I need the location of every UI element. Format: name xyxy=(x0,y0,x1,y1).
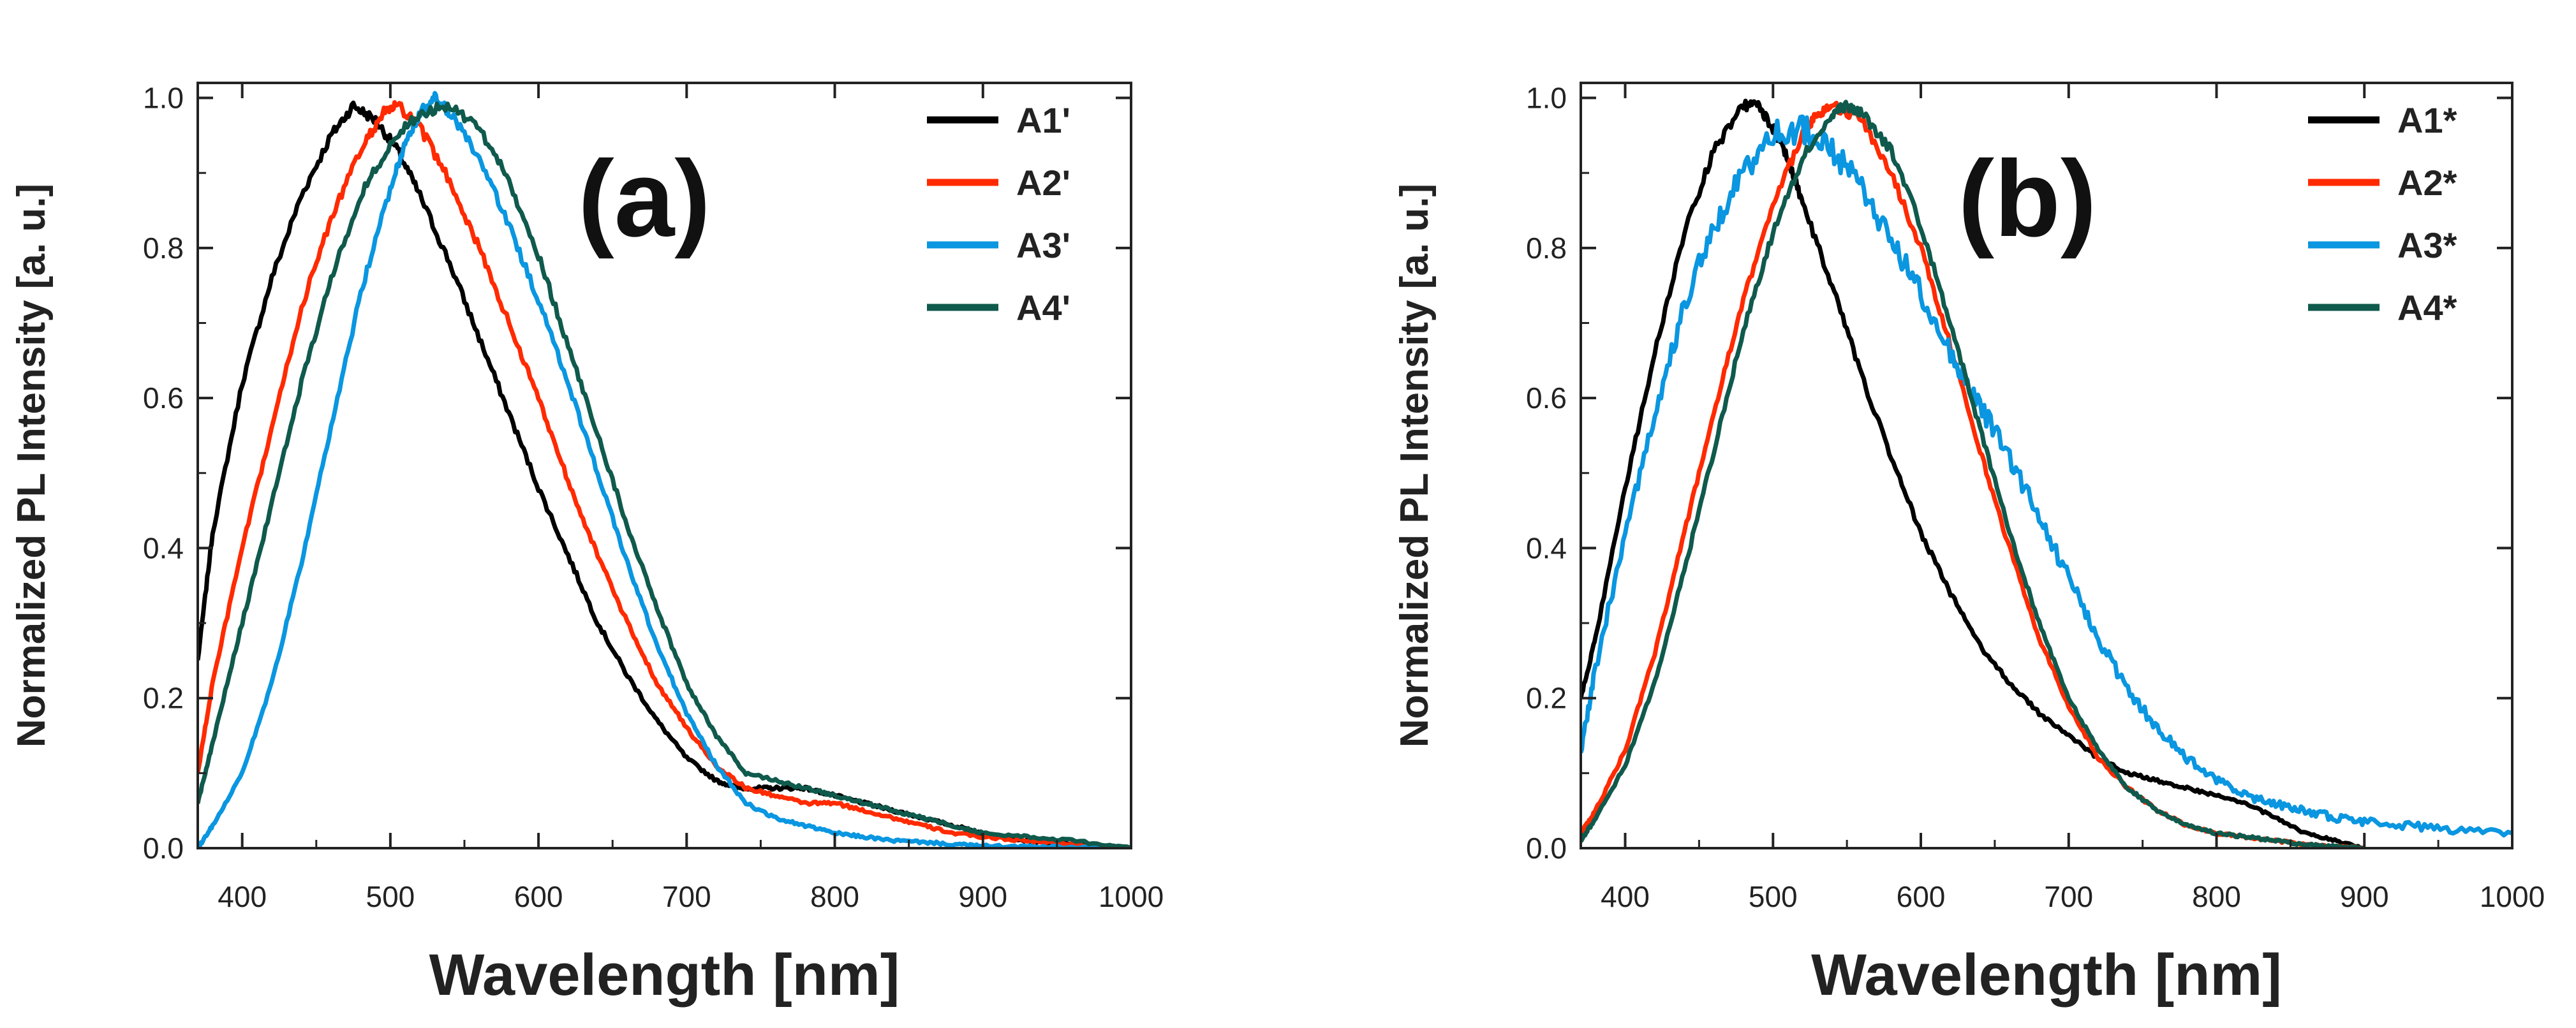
x-axis-title: Wavelength [nm] xyxy=(1811,943,2282,1008)
legend-label: A4' xyxy=(1016,288,1070,328)
x-tick-label: 900 xyxy=(958,880,1007,913)
legend-label: A3' xyxy=(1016,225,1070,265)
legend-label: A2' xyxy=(1016,163,1070,203)
y-tick-label: 0.4 xyxy=(1526,531,1567,564)
panel-label: (a) xyxy=(578,138,711,260)
y-axis-title: Normalized PL Intensity [a. u.] xyxy=(1393,184,1437,747)
y-tick-label: 0.6 xyxy=(1526,381,1567,415)
x-tick-label: 1000 xyxy=(1099,880,1164,913)
x-tick-label: 700 xyxy=(662,880,711,913)
series-line-A3-star xyxy=(1581,114,2512,838)
series-line-A4-prime xyxy=(198,101,1131,848)
x-tick-label: 800 xyxy=(810,880,859,913)
x-tick-label: 500 xyxy=(366,880,415,913)
x-tick-label: 700 xyxy=(2044,880,2093,913)
y-axis-title: Normalized PL Intensity [a. u.] xyxy=(10,184,54,747)
plot-frame xyxy=(196,82,1132,849)
y-tick-label: 1.0 xyxy=(143,82,184,115)
y-tick-label: 0.8 xyxy=(1526,231,1567,265)
series-line-A4-star xyxy=(1581,99,2365,848)
x-axis-title: Wavelength [nm] xyxy=(429,943,900,1008)
y-tick-label: 1.0 xyxy=(1526,82,1567,115)
x-tick-label: 600 xyxy=(1897,880,1946,913)
y-tick-label: 0.8 xyxy=(143,231,184,265)
plot-frame xyxy=(1580,82,2513,849)
chart-panel-a: 400 500 600 700 800 900 1000 0.0 0.2 0.4 0.6 0.8 1.0… xyxy=(10,82,1164,1008)
series-line-A3-prime xyxy=(198,91,1131,848)
legend-label: A3* xyxy=(2397,225,2457,265)
x-tick-label: 1000 xyxy=(2480,880,2545,913)
series-line-A2-prime xyxy=(198,100,1131,848)
y-tick-label: 0.2 xyxy=(143,682,184,715)
y-tick-label: 0.0 xyxy=(143,832,184,865)
legend-label: A4* xyxy=(2397,288,2457,328)
x-tick-label: 400 xyxy=(218,880,267,913)
y-tick-label: 0.2 xyxy=(1526,682,1567,715)
panel-label: (b) xyxy=(1958,138,2096,260)
x-tick-label: 900 xyxy=(2340,880,2389,913)
x-tick-label: 400 xyxy=(1601,880,1650,913)
x-tick-label: 600 xyxy=(514,880,563,913)
y-tick-label: 0.0 xyxy=(1526,832,1567,865)
y-tick-label: 0.4 xyxy=(143,531,184,564)
legend-label: A2* xyxy=(2397,163,2457,203)
chart-panel-b: 400 500 600 700 800 900 1000 0.0 0.2 0.4 0.6 0.8 1.0… xyxy=(1393,82,2545,1008)
series-line-A1-star xyxy=(1581,98,2365,848)
legend-label: A1* xyxy=(2397,100,2457,140)
x-tick-label: 500 xyxy=(1749,880,1798,913)
legend-label: A1' xyxy=(1016,100,1070,140)
x-tick-label: 800 xyxy=(2192,880,2241,913)
y-tick-label: 0.6 xyxy=(143,381,184,415)
